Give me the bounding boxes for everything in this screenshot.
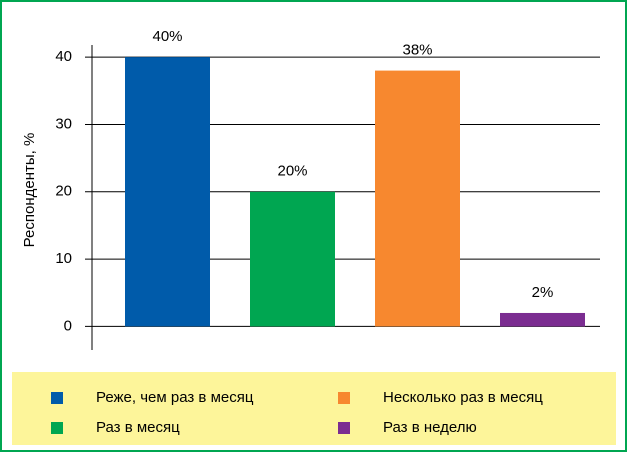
bar — [250, 191, 335, 327]
y-axis-label: Респонденты, % — [21, 133, 38, 248]
legend-swatch — [51, 392, 63, 404]
y-tick-label: 0 — [64, 317, 72, 334]
legend-label: Реже, чем раз в месяц — [96, 389, 254, 406]
value-label: 40% — [152, 28, 182, 45]
value-label: 38% — [402, 42, 432, 59]
legend-label: Раз в неделю — [383, 419, 477, 436]
legend-label: Несколько раз в месяц — [383, 389, 543, 406]
legend-box — [12, 372, 616, 445]
legend-swatch — [338, 392, 350, 404]
y-tick-label: 10 — [55, 250, 72, 267]
legend-label: Раз в месяц — [96, 419, 180, 436]
bar — [500, 312, 585, 327]
value-label: 20% — [277, 163, 307, 180]
y-tick-label: 30 — [55, 115, 72, 132]
value-label: 2% — [532, 284, 554, 301]
bar — [375, 70, 460, 327]
legend-swatch — [338, 422, 350, 434]
legend-swatch — [51, 422, 63, 434]
bar — [125, 57, 210, 327]
y-tick-label: 40 — [55, 48, 72, 65]
y-tick-label: 20 — [55, 183, 72, 200]
